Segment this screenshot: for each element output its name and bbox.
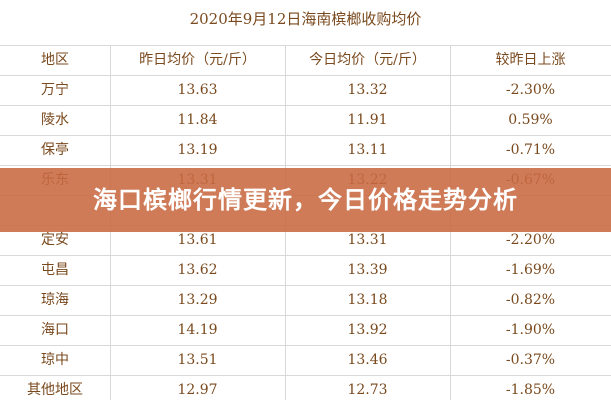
table-cell: 陵水: [41, 112, 69, 128]
table-cell: 0.59%: [508, 112, 553, 128]
table-cell: 琼中: [41, 352, 69, 368]
table-cell: -2.20%: [505, 232, 556, 248]
table-cell: 琼海: [41, 292, 69, 308]
row-divider: [0, 315, 611, 316]
row-divider: [0, 375, 611, 376]
header-cell: 地区: [41, 52, 69, 68]
table-cell: 13.31: [347, 232, 388, 248]
table-cell: 海口: [41, 322, 69, 338]
table-cell: 11.84: [177, 112, 218, 128]
table-cell: -0.82%: [505, 292, 556, 308]
table-cell: 13.32: [347, 82, 388, 98]
table-cell: -1.85%: [505, 382, 556, 398]
row-divider: [0, 135, 611, 136]
row-divider: [0, 75, 611, 76]
table-cell: 12.73: [347, 382, 388, 398]
table-cell: 定安: [41, 232, 69, 248]
table-cell: -2.30%: [505, 82, 556, 98]
table-cell: 13.92: [347, 322, 388, 338]
table-cell: 13.63: [177, 82, 218, 98]
table-cell: 13.29: [177, 292, 218, 308]
table-cell: -1.69%: [505, 262, 556, 278]
table-cell: 13.46: [347, 352, 388, 368]
table-cell: 13.51: [177, 352, 218, 368]
banner-text: 海口槟榔行情更新，今日价格走势分析: [93, 186, 518, 214]
row-divider: [0, 45, 611, 46]
header-cell: 较昨日上涨: [495, 52, 566, 68]
table-cell: 13.19: [177, 142, 218, 158]
table-cell: 13.11: [347, 142, 388, 158]
row-divider: [0, 255, 611, 256]
table-title: 2020年9月12日海南槟榔收购均价: [189, 10, 422, 28]
table-cell: -0.37%: [505, 352, 556, 368]
table-cell: -0.71%: [505, 142, 556, 158]
row-divider: [0, 345, 611, 346]
table-cell: 13.18: [347, 292, 388, 308]
table-cell: 屯昌: [41, 262, 69, 278]
table-cell: -1.90%: [505, 322, 556, 338]
table-cell: 保亭: [41, 142, 69, 158]
table-cell: 13.62: [177, 262, 218, 278]
table-cell: 万宁: [41, 82, 69, 98]
row-divider: [0, 165, 611, 166]
row-divider: [0, 105, 611, 106]
table-cell: 14.19: [177, 322, 218, 338]
table-cell: 12.97: [177, 382, 218, 398]
table-cell: 13.39: [347, 262, 388, 278]
header-cell: 昨日均价（元/斤）: [139, 52, 256, 68]
table-cell: 其他地区: [27, 382, 83, 398]
header-cell: 今日均价（元/斤）: [309, 52, 426, 68]
table-cell: 13.61: [177, 232, 218, 248]
row-divider: [0, 285, 611, 286]
banner: 海口槟榔行情更新，今日价格走势分析: [0, 168, 611, 232]
table-cell: 11.91: [347, 112, 388, 128]
